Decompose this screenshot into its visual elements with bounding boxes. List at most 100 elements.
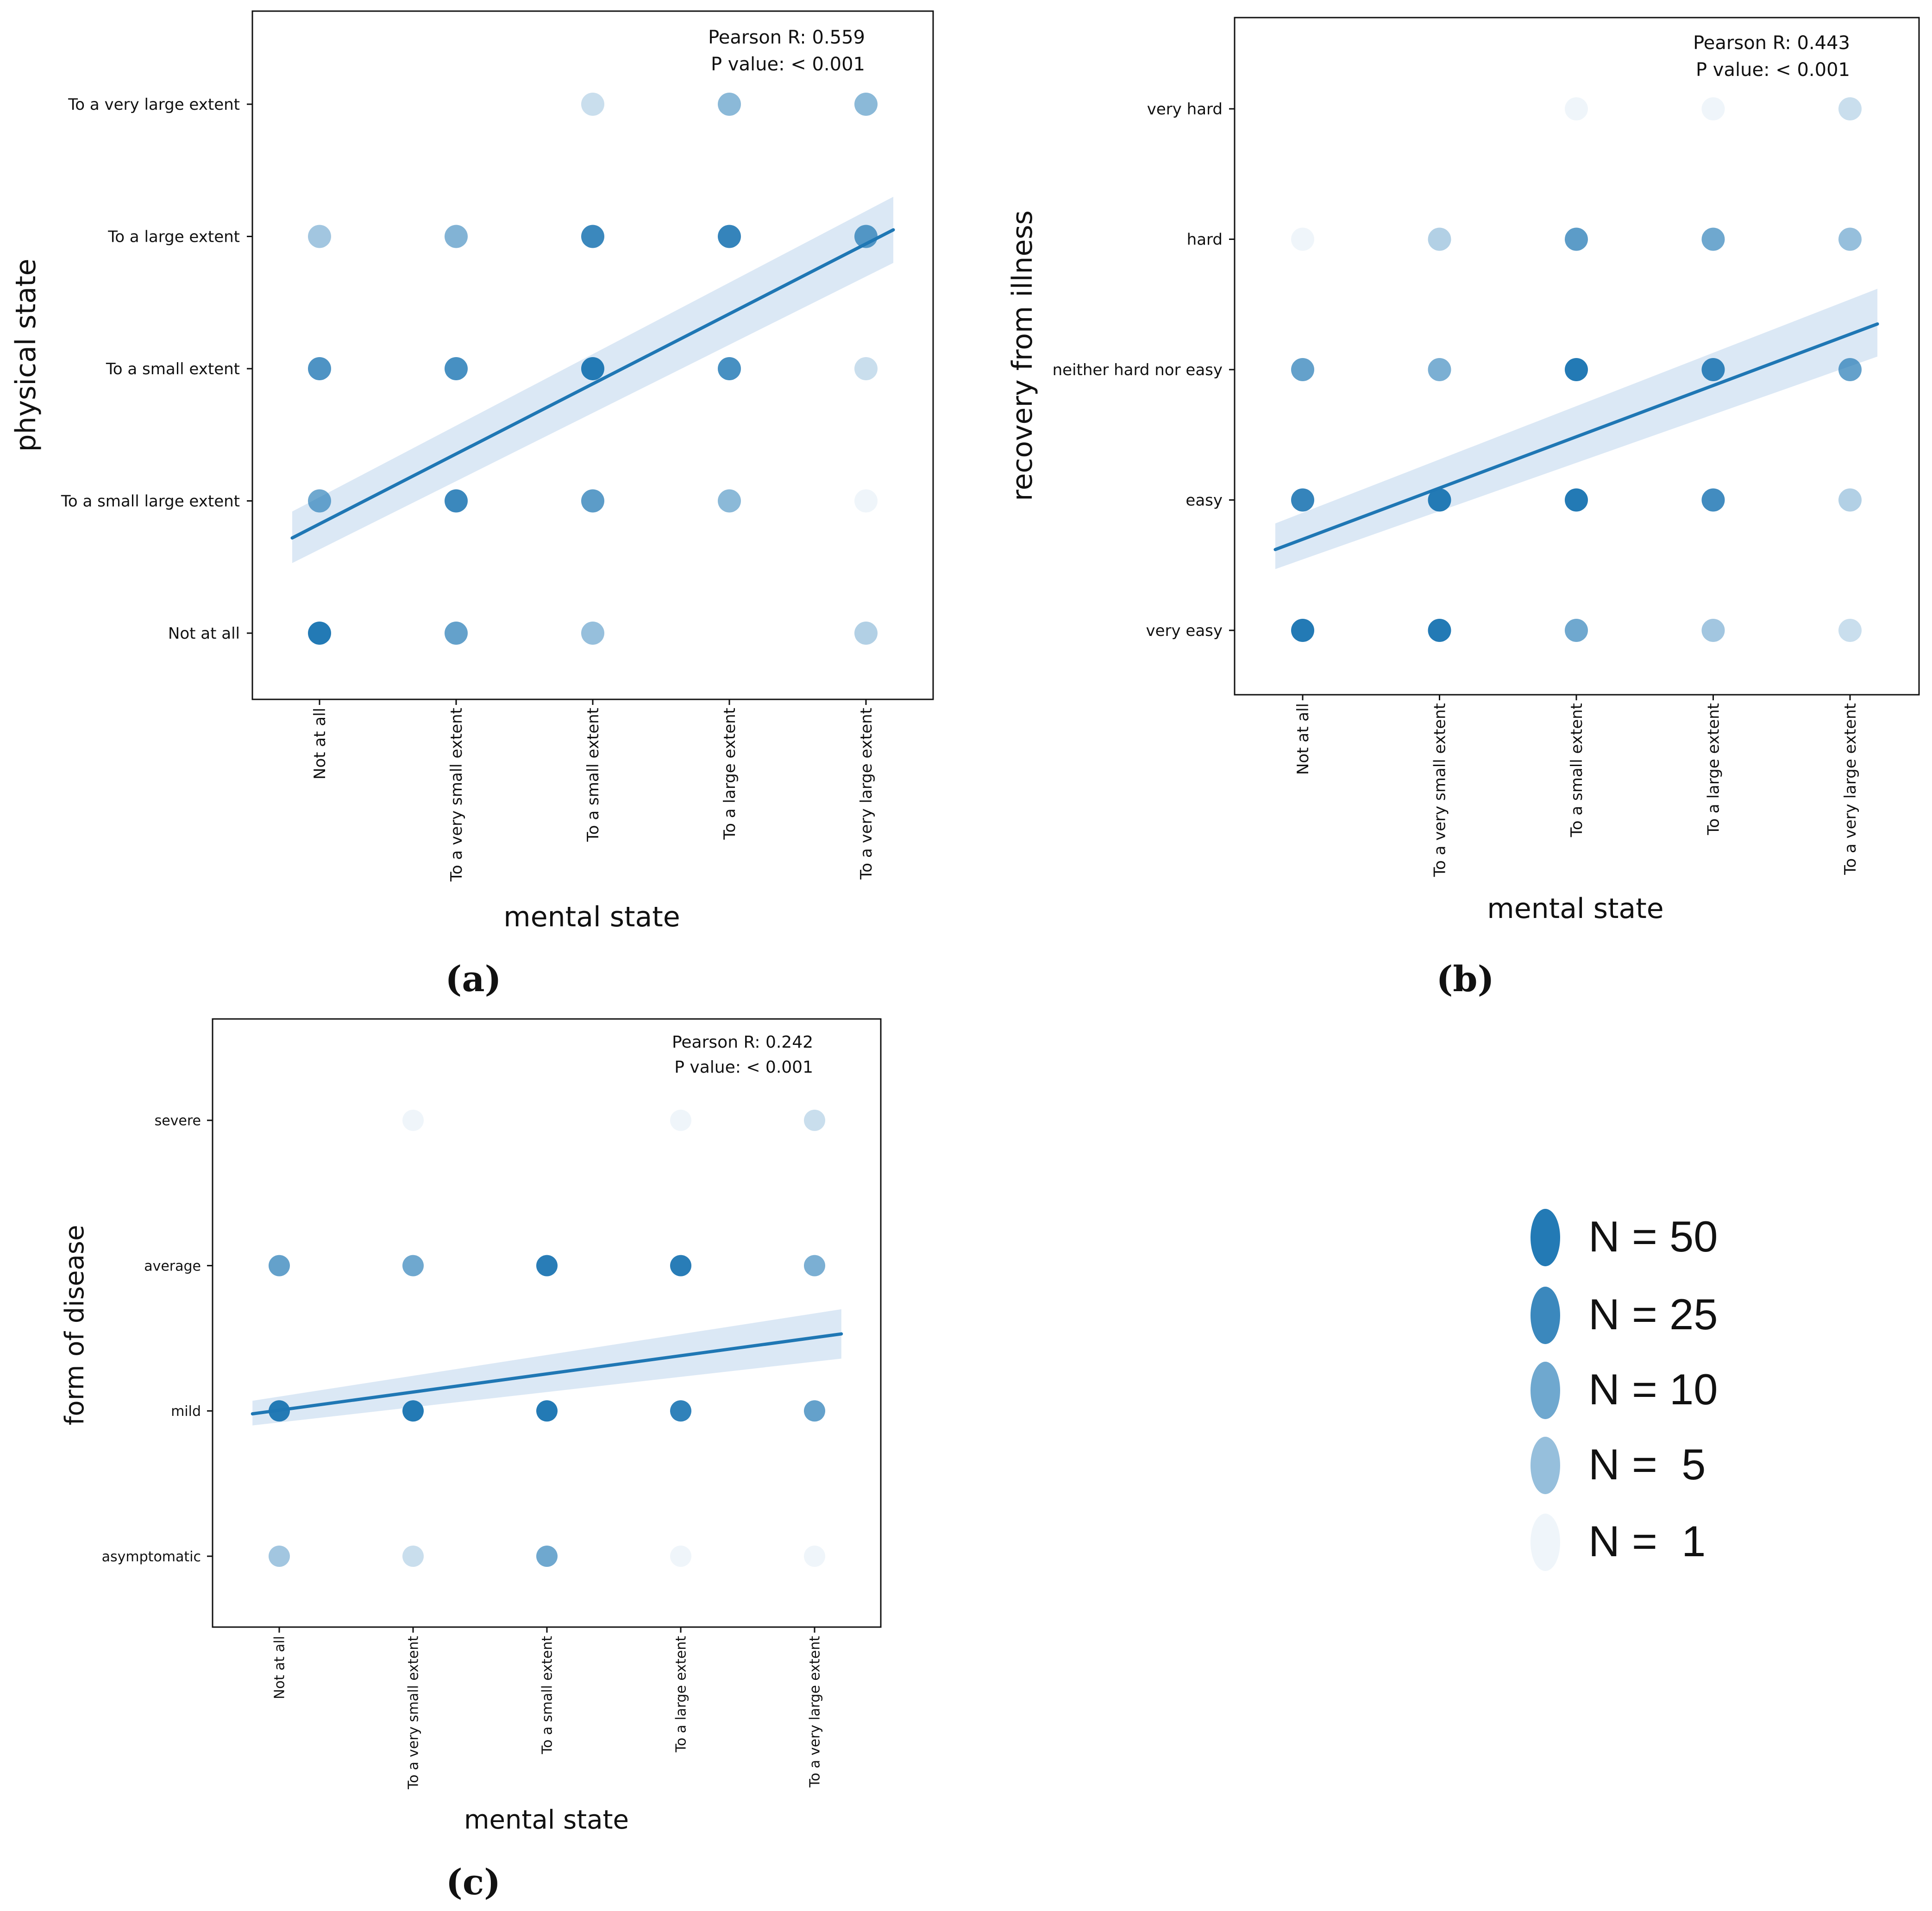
panel-a-y-tick-label: To a small extent [106,360,240,378]
panel-a-x-ticks: Not at all To a very small extent To a sma… [311,699,876,882]
panel-b-caption: (b) [1436,958,1494,1000]
panel-b-point [1701,97,1725,120]
panel-c-y-axis-label: form of disease [60,1225,90,1426]
panel-a-point [718,357,741,380]
panel-a-point [308,622,331,645]
legend-marker [1531,1287,1560,1344]
panel-a-point [581,225,604,248]
panel-c-x-tick-label: To a very small extent [406,1636,422,1790]
panel-a-regression-line [290,228,895,540]
legend-label: N = 50 [1588,1212,1718,1261]
panel-b-confidence-band [1275,289,1878,569]
panel-c-y-tick-label: mild [171,1403,201,1420]
panel-a-point [718,225,741,248]
panel-c-point [536,1255,558,1276]
panel-c-x-tick-label: Not at all [272,1636,288,1699]
panel-c-point [670,1109,691,1131]
panel-c-caption: (c) [446,1861,501,1903]
legend-marker [1531,1514,1560,1571]
panel-b-point [1701,488,1725,512]
panel-b-p-value: P value: < 0.001 [1696,59,1850,81]
panel-a-point [445,489,468,513]
panel-b-x-tick-label: To a very small extent [1430,703,1449,877]
panel-c-point [402,1109,424,1131]
panel-b-point [1428,227,1451,251]
legend-marker [1531,1209,1560,1266]
panel-b-point [1838,488,1862,512]
panel-b-point [1428,358,1451,381]
panel-b-y-tick-label: neither hard nor easy [1053,361,1223,379]
panel-b-x-tick-label: To a small extent [1568,703,1586,837]
panel-c-point [804,1255,825,1276]
panel-a-point [854,357,878,380]
panel-c-y-tick-label: asymptomatic [102,1549,201,1565]
legend-label: N = 25 [1588,1290,1718,1339]
panel-a-pearson-r: Pearson R: 0.559 [708,27,865,48]
panel-b-marks [1273,97,1879,642]
panel-c-point [269,1255,290,1276]
panel-b-x-tick-label: To a large extent [1704,703,1723,836]
panel-c-point [402,1400,424,1422]
panel-a-point [854,622,878,645]
panel-b-point [1701,619,1725,642]
panel-a-y-tick-label: Not at all [168,624,240,643]
panel-b-point [1565,358,1588,381]
panel-c-point [804,1109,825,1131]
panel-b-x-tick-label: Not at all [1294,703,1312,775]
legend-marker [1531,1362,1560,1419]
panel-c-x-tick-label: To a small extent [539,1636,556,1754]
panel-b-point [1291,488,1314,512]
panel-b-point [1291,227,1314,251]
panel-b-y-axis-label: recovery from illness [1006,210,1039,501]
legend-label: N = 10 [1588,1365,1718,1414]
panel-b-point [1565,619,1588,642]
panel-b-point [1838,227,1862,251]
panel-c-point [269,1546,290,1567]
panel-c-pearson-r: Pearson R: 0.242 [672,1033,813,1052]
panel-a-point [445,225,468,248]
panel-a-y-tick-label: To a very large extent [68,95,240,114]
panel-a-point [581,357,604,380]
panel-a-point [718,489,741,513]
panel-a-point [854,93,878,116]
panel-b-point [1291,619,1314,642]
panel-c-point [402,1255,424,1276]
panel-b-point [1565,488,1588,512]
panel-c-confidence-band [252,1309,841,1426]
panel-b-point [1291,358,1314,381]
panel-a-x-tick-label: To a large extent [721,708,739,840]
panel-a-y-tick-label: To a small large extent [61,492,240,511]
panel-c-point [804,1400,825,1422]
panel-b-point [1428,619,1451,642]
panel-a-point [581,622,604,645]
panel-b-point [1428,488,1451,512]
legend-label: N = 1 [1588,1517,1706,1565]
panel-a-y-tick-label: To a large extent [107,228,240,246]
panel-a-x-tick-label: To a very large extent [857,708,876,880]
panel-a-point [445,622,468,645]
panel-c-point [402,1546,424,1567]
panel-b-point [1838,619,1862,642]
panel-b-y-tick-label: easy [1186,491,1223,510]
panel-a-x-tick-label: Not at all [311,708,329,779]
panel-b-y-tick-label: very hard [1147,100,1223,119]
panel-a-marks [290,93,895,645]
panel-c-regression-line [251,1332,843,1416]
panel-a-x-axis-label: mental state [503,901,680,933]
panel-a-y-axis-label: physical state [10,258,42,452]
panel-c-x-ticks: Not at all To a very small extent To a sma… [272,1627,823,1790]
panel-a-point [581,489,604,513]
panel-c-y-ticks: asymptomatic mild average severe [102,1113,213,1565]
panel-b-x-axis-label: mental state [1487,893,1663,925]
panel-c-point [804,1546,825,1567]
panel-c-point [670,1400,691,1422]
panel-c-y-tick-label: average [144,1258,201,1274]
panel-c-point [536,1546,558,1567]
panel-b-point [1565,227,1588,251]
legend-label: N = 5 [1588,1440,1706,1489]
panel-a-caption: (a) [445,958,501,1000]
panel-c-point [536,1400,558,1422]
panel-b-x-tick-label: To a very large extent [1841,703,1860,875]
panel-c-p-value: P value: < 0.001 [674,1058,813,1077]
